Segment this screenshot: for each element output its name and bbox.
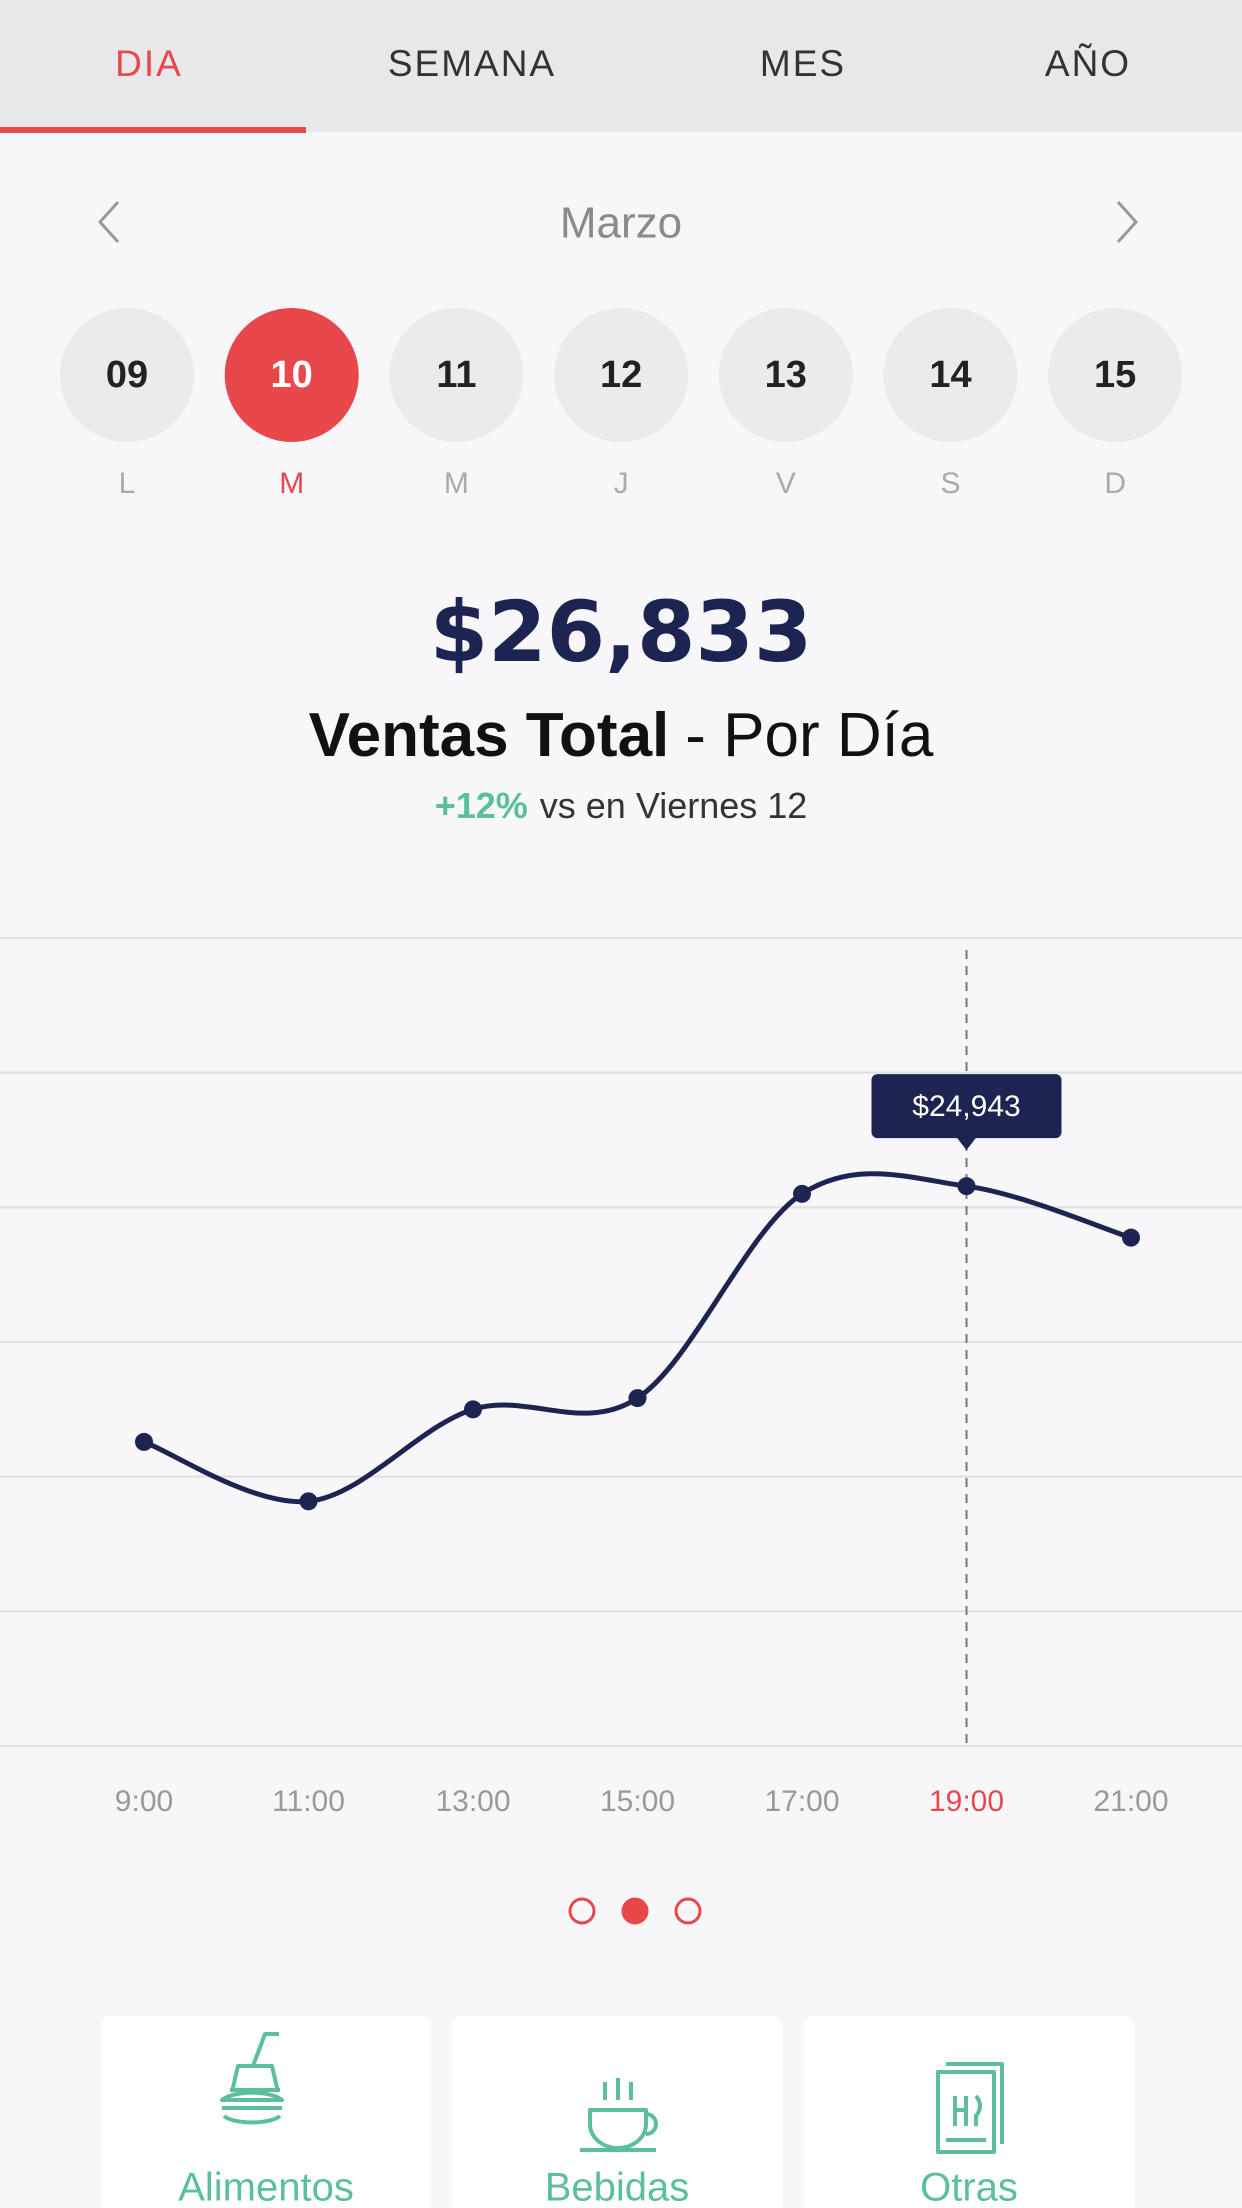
x-tick-label: 9:00	[115, 1785, 173, 1818]
point[interactable]	[464, 1400, 482, 1419]
pager-dot[interactable]	[621, 1897, 649, 1925]
day-circle[interactable]	[389, 308, 524, 442]
pager-dot[interactable]	[568, 1897, 596, 1925]
sales-line	[143, 1171, 1132, 1505]
day-circle[interactable]	[60, 308, 194, 442]
tab[interactable]: DIA	[115, 43, 183, 84]
change: +12%	[435, 785, 528, 826]
cards: Alimentos Bebidas Otras	[101, 2016, 1134, 2208]
category-card[interactable]	[101, 2016, 431, 2208]
weekday: S	[940, 467, 960, 500]
point[interactable]	[135, 1432, 153, 1451]
day-circle[interactable]	[1048, 308, 1183, 442]
point[interactable]	[957, 1177, 976, 1196]
next-arrow[interactable]	[1116, 200, 1139, 244]
tab[interactable]: AÑO	[1045, 43, 1131, 84]
x-tick-label: 11:00	[272, 1785, 345, 1818]
headline: Ventas Total - Por Día	[309, 701, 934, 770]
weekday: M	[279, 467, 304, 500]
tab-bar	[0, 0, 1242, 132]
weekday: L	[119, 467, 136, 500]
value-label: $24,943	[912, 1090, 1020, 1123]
point[interactable]	[299, 1492, 318, 1511]
tooltip-pointer	[956, 1137, 977, 1151]
tab-underline	[0, 127, 306, 133]
x-tick-label: 21:00	[1093, 1785, 1168, 1818]
day-number: 10	[271, 354, 313, 396]
weekday: V	[776, 467, 796, 500]
card-icon	[936, 2062, 1004, 2154]
comparison-line: +12% vs en Viernes 12	[435, 785, 808, 826]
day-number: 11	[436, 354, 476, 396]
tab[interactable]: SEMANA	[388, 43, 556, 84]
day-number: 09	[106, 354, 148, 396]
total: $26,833	[430, 583, 813, 681]
day-number: 12	[600, 354, 642, 396]
point[interactable]	[793, 1184, 811, 1203]
card-icon	[580, 2078, 658, 2152]
day-number: 13	[765, 354, 807, 396]
point[interactable]	[1122, 1228, 1140, 1247]
category-card[interactable]	[804, 2016, 1134, 2208]
point[interactable]	[628, 1389, 647, 1408]
card-label: Bebidas	[545, 2166, 690, 2208]
month: Marzo	[560, 199, 682, 248]
card-icon	[220, 2032, 284, 2125]
x-tick-label: 17:00	[764, 1785, 839, 1818]
pager-dot[interactable]	[674, 1897, 702, 1925]
card-label: Alimentos	[178, 2166, 354, 2208]
day-circle[interactable]	[224, 308, 359, 442]
x-tick-label: 15:00	[600, 1785, 675, 1818]
day-number: 15	[1094, 354, 1136, 396]
headline-rest: - Por Día	[685, 701, 934, 770]
prev-arrow[interactable]	[97, 200, 120, 244]
x-tick-label: 19:00	[929, 1785, 1004, 1818]
category-card[interactable]	[452, 2016, 782, 2208]
comparison: vs en Viernes 12	[540, 785, 808, 826]
tooltip	[871, 1074, 1062, 1139]
day-number: 14	[929, 354, 971, 396]
weekday: M	[444, 467, 469, 500]
weekday: D	[1104, 467, 1126, 500]
day-circle[interactable]	[883, 308, 1018, 442]
tab[interactable]: MES	[760, 43, 846, 84]
headline-bold: Ventas Total	[309, 701, 670, 770]
x-tick-label: 13:00	[435, 1785, 510, 1818]
weekday: J	[614, 467, 629, 500]
day-circle[interactable]	[718, 308, 853, 442]
day-circle[interactable]	[554, 308, 689, 442]
card-label: Otras	[920, 2166, 1018, 2208]
